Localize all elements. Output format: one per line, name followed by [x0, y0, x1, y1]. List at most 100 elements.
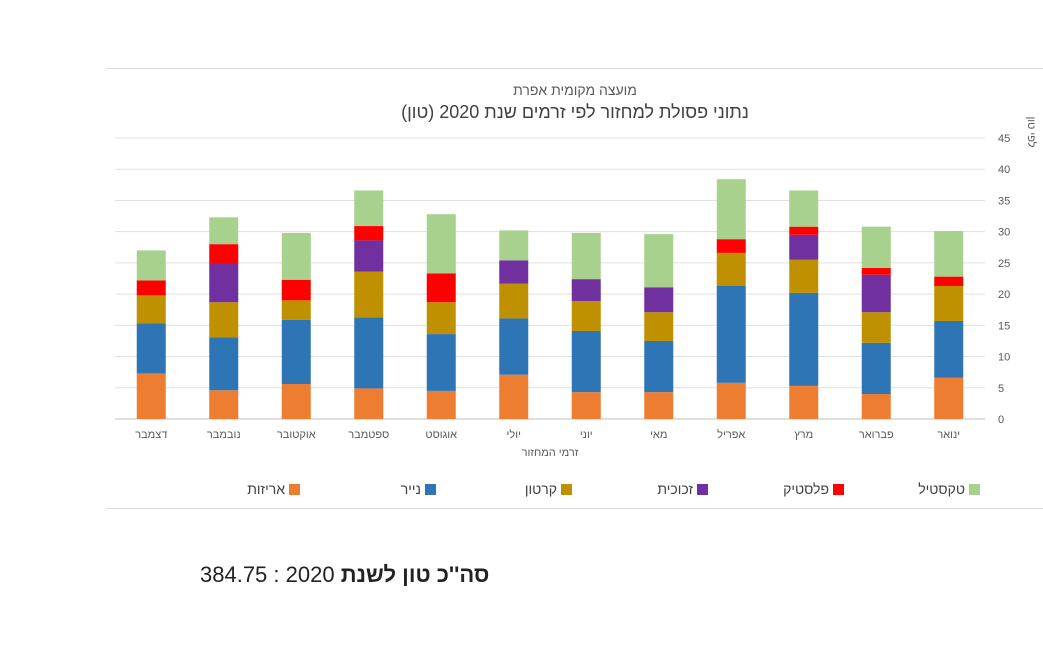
- bar-segment: [934, 320, 964, 378]
- bar-segment: [136, 373, 166, 419]
- bar-segment: [281, 279, 311, 301]
- bar-segment: [716, 382, 746, 419]
- bar-segment: [789, 226, 819, 235]
- legend-swatch: [425, 483, 436, 495]
- bar-segment: [281, 300, 311, 320]
- legend-item: נייר: [316, 481, 436, 497]
- bar-segment: [861, 274, 891, 313]
- annual-total-label: סה''כ טון לשנת: [340, 562, 490, 587]
- bar-segment: [136, 250, 166, 281]
- x-tick-label: נובמבר: [207, 429, 241, 441]
- chart-legend: אריזות נייר קרטון זכוכית פלסטיק טקסטיל: [180, 481, 980, 497]
- bar-segment: [571, 330, 601, 393]
- bar-segment: [209, 217, 239, 245]
- bar-segment: [499, 230, 529, 261]
- legend-item: אריזות: [180, 481, 300, 497]
- legend-label: זכוכית: [657, 481, 693, 497]
- y-tick-label: 5: [998, 383, 1004, 395]
- legend-swatch: [833, 483, 844, 495]
- legend-swatch: [289, 483, 300, 495]
- legend-swatch: [969, 483, 980, 495]
- bar-segment: [426, 214, 456, 274]
- annual-total-value: 2020 : 384.75: [200, 562, 335, 587]
- x-tick-label: ינואר: [937, 429, 960, 441]
- annual-total: סה''כ טון לשנת 2020 : 384.75: [200, 562, 489, 588]
- legend-item: זכוכית: [588, 481, 708, 497]
- bar-segment: [644, 340, 674, 393]
- y-tick-label: 25: [998, 258, 1010, 270]
- bar-segment: [644, 312, 674, 341]
- legend-item: פלסטיק: [724, 481, 844, 497]
- bar-segment: [934, 231, 964, 277]
- bar-segment: [281, 384, 311, 419]
- x-tick-label: אפריל: [717, 428, 745, 441]
- y-tick-label: 35: [998, 195, 1010, 207]
- bar-segment: [354, 240, 384, 272]
- chart-border-top: [106, 68, 1043, 69]
- y-tick-label: 40: [998, 164, 1010, 176]
- x-axis-label: זרמי המחזור: [522, 447, 579, 459]
- chart-title: מועצה מקומית אפרת: [513, 82, 637, 98]
- y-tick-label: 45: [998, 133, 1010, 145]
- x-tick-label: ספטמבר: [348, 429, 389, 441]
- bar-segment: [426, 390, 456, 419]
- x-tick-label: פברואר: [859, 429, 894, 441]
- bar-segment: [571, 279, 601, 301]
- bar-segment: [426, 273, 456, 303]
- bar-segment: [789, 259, 819, 293]
- bar-segment: [136, 280, 166, 296]
- bar-segment: [571, 392, 601, 419]
- bar-segment: [861, 312, 891, 343]
- bar-segment: [209, 263, 239, 303]
- x-tick-label: מרץ: [794, 429, 813, 441]
- legend-label: קרטון: [524, 481, 557, 497]
- legend-label: פלסטיק: [783, 481, 829, 497]
- bar-segment: [209, 244, 239, 264]
- bar-segment: [571, 232, 601, 280]
- bar-segment: [426, 334, 456, 391]
- legend-label: טקסטיל: [918, 481, 965, 497]
- legend-item: טקסטיל: [860, 481, 980, 497]
- bar-segment: [354, 190, 384, 227]
- bar-segment: [136, 323, 166, 374]
- bar-segment: [281, 232, 311, 280]
- bar-segment: [861, 394, 891, 419]
- bar-segment: [789, 190, 819, 227]
- bar-segment: [209, 390, 239, 419]
- bar-segment: [716, 179, 746, 240]
- legend-swatch: [561, 483, 572, 495]
- x-tick-label: יוני: [580, 429, 593, 441]
- y-tick-label: 15: [998, 320, 1010, 332]
- bar-segment: [281, 319, 311, 385]
- x-tick-label: מאי: [650, 429, 667, 441]
- bar-segment: [716, 252, 746, 286]
- bar-segment: [644, 287, 674, 313]
- y-tick-label: 30: [998, 227, 1010, 239]
- bar-segment: [499, 318, 529, 375]
- y-tick-label: 10: [998, 352, 1010, 364]
- bar-segment: [861, 342, 891, 395]
- bar-segment: [644, 234, 674, 288]
- bar-segment: [136, 295, 166, 324]
- bar-segment: [934, 276, 964, 286]
- y-tick-label: 20: [998, 289, 1010, 301]
- bar-segment: [934, 285, 964, 321]
- bar-segment: [644, 392, 674, 419]
- bar-segment: [354, 388, 384, 419]
- bar-segment: [861, 267, 891, 275]
- legend-item: קרטון: [452, 481, 572, 497]
- bar-segment: [789, 292, 819, 386]
- bar-segment: [209, 302, 239, 338]
- x-tick-label: אוקטובר: [277, 429, 316, 441]
- x-tick-label: יולי: [507, 428, 521, 441]
- bar-segment: [789, 234, 819, 260]
- bar-segment: [499, 374, 529, 419]
- bar-segment: [426, 302, 456, 335]
- chart-border-bottom: [106, 508, 1043, 509]
- y-axis-label: לפי טון: [1025, 116, 1038, 147]
- x-tick-label: דצמבר: [135, 429, 167, 441]
- bar-segment: [209, 337, 239, 391]
- bar-segment: [716, 285, 746, 383]
- bar-segment: [499, 260, 529, 284]
